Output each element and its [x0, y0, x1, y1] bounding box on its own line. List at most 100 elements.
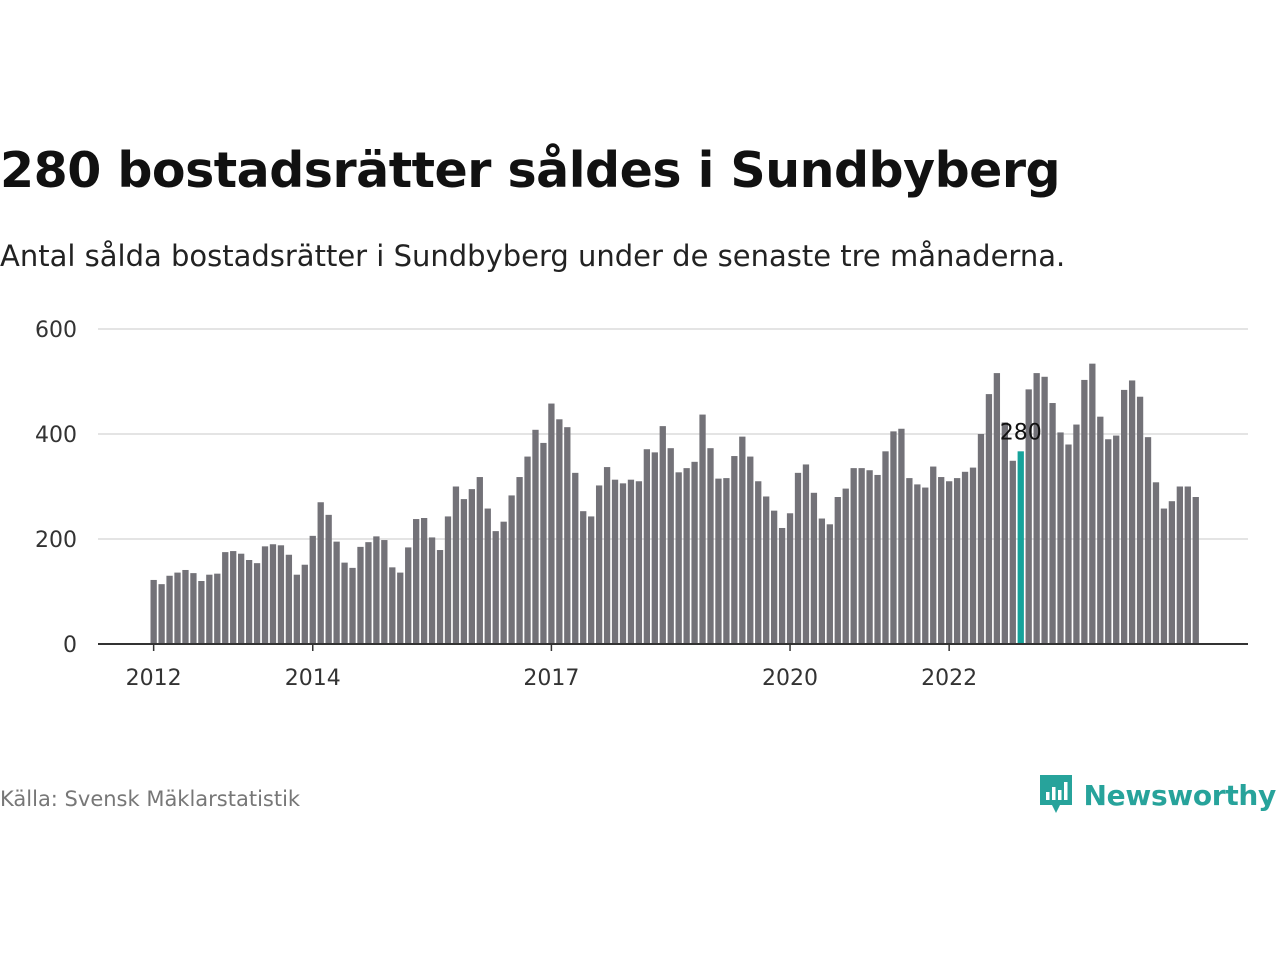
- bar: [158, 584, 165, 644]
- bar: [524, 456, 531, 644]
- bar: [946, 481, 953, 644]
- bar: [580, 511, 587, 644]
- bar: [468, 489, 475, 644]
- bar: [214, 573, 221, 644]
- bar: [500, 521, 507, 644]
- bar: [755, 481, 762, 644]
- bar: [365, 542, 372, 644]
- bar: [985, 394, 993, 644]
- bar: [1041, 376, 1048, 644]
- bar: [405, 547, 412, 644]
- bar: [683, 468, 690, 644]
- bar-chart-svg: 0 200 400 600 2012 2014 2017 2020 2022 280: [35, 318, 1248, 691]
- bar: [834, 497, 841, 644]
- bar: [977, 434, 985, 644]
- bar: [619, 483, 627, 644]
- bar: [301, 564, 308, 644]
- bar: [540, 442, 547, 644]
- bar: [349, 567, 356, 644]
- bar: [556, 419, 563, 644]
- bar: [810, 492, 818, 644]
- bar: [794, 472, 802, 644]
- bar: [659, 426, 666, 644]
- bar: [969, 467, 977, 644]
- bar: [381, 540, 388, 644]
- bar: [1081, 379, 1088, 644]
- bar: [1025, 389, 1032, 644]
- bar: [1089, 363, 1096, 644]
- bar: [413, 519, 420, 644]
- bar: [1033, 373, 1040, 644]
- bar: [707, 448, 714, 644]
- bar: [206, 574, 213, 644]
- bar: [1009, 460, 1016, 644]
- chart-title: 280 bostadsrätter såldes i Sundbyberg: [0, 142, 1061, 199]
- bar: [572, 472, 579, 644]
- bar: [174, 572, 181, 644]
- bar: [245, 560, 253, 644]
- chart-subtitle: Antal sålda bostadsrätter i Sundbyberg u…: [0, 239, 1066, 273]
- x-tick-label: 2020: [762, 666, 818, 691]
- bar: [261, 546, 269, 644]
- bar: [1192, 497, 1199, 644]
- newsworthy-logo-icon: [1039, 775, 1072, 813]
- x-tick-label: 2012: [126, 666, 182, 691]
- bar: [397, 572, 404, 644]
- bar: [230, 551, 237, 644]
- bar: [874, 474, 881, 644]
- y-tick-label: 0: [63, 633, 77, 658]
- data-labels: 280: [1000, 420, 1042, 445]
- bar: [930, 466, 937, 644]
- bar: [420, 518, 428, 644]
- bar: [1144, 437, 1152, 644]
- bar: [802, 464, 810, 644]
- bar: [508, 495, 515, 644]
- x-axis-ticks: 2012 2014 2017 2020 2022: [126, 644, 977, 691]
- x-tick-label: 2022: [921, 666, 977, 691]
- bar: [389, 567, 396, 644]
- highlighted-bar: [1017, 451, 1024, 644]
- y-tick-label: 200: [35, 528, 77, 553]
- bar: [436, 550, 444, 644]
- bar: [961, 471, 969, 644]
- bar: [1065, 444, 1072, 644]
- bar: [715, 478, 722, 644]
- bar: [452, 486, 460, 644]
- bar: [166, 575, 173, 644]
- bar: [564, 427, 571, 644]
- bar: [484, 508, 491, 644]
- bar: [373, 536, 380, 644]
- bar: [898, 428, 905, 644]
- bar: [516, 477, 523, 644]
- bar: [603, 467, 611, 644]
- bar: [890, 431, 897, 644]
- bar: [1136, 396, 1144, 644]
- bar: [222, 552, 229, 644]
- y-tick-label: 400: [35, 423, 77, 448]
- bar: [476, 477, 483, 644]
- bar: [667, 448, 674, 644]
- bar: [1049, 403, 1056, 644]
- bar: [1160, 508, 1168, 644]
- bar: [1105, 439, 1112, 644]
- bar: [1128, 380, 1136, 644]
- bar: [588, 516, 595, 644]
- bar: [1184, 486, 1191, 644]
- bar: [651, 452, 658, 644]
- bar: [858, 468, 865, 644]
- bar: [850, 468, 857, 644]
- bar: [953, 478, 961, 644]
- bar: [269, 544, 277, 644]
- bar: [627, 479, 635, 644]
- brand-name: Newsworthy: [1083, 778, 1277, 812]
- bar: [595, 485, 603, 644]
- bar: [906, 478, 913, 644]
- bar: [938, 477, 945, 644]
- bar: [317, 502, 324, 644]
- bar: [675, 472, 682, 644]
- bar: [1113, 435, 1120, 644]
- bars: [150, 363, 1199, 644]
- highlight-data-label: 280: [1000, 420, 1042, 445]
- bar: [357, 546, 364, 644]
- brand-logo-block[interactable]: Newsworthy: [1038, 772, 1276, 818]
